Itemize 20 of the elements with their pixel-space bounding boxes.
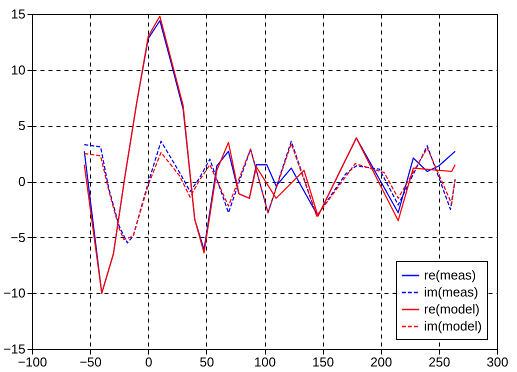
legend-label: re(meas) — [424, 268, 476, 282]
x-tick-label: 300 — [486, 354, 508, 370]
y-tick-label: −15 — [3, 342, 26, 356]
y-tick-label: 5 — [18, 118, 26, 134]
y-tick-label: −5 — [10, 230, 26, 245]
x-tick-label: 250 — [428, 354, 450, 370]
x-tick-label: −50 — [80, 354, 102, 370]
x-tick-label: 200 — [370, 354, 392, 370]
y-tick-label: 0 — [18, 174, 26, 189]
legend-label: im(meas) — [424, 284, 478, 300]
y-tick-label: 10 — [11, 62, 26, 78]
y-tick-label: −10 — [3, 286, 26, 301]
legend-label: re(model) — [424, 302, 480, 316]
x-tick-label: −100 — [18, 354, 48, 370]
x-tick-label: 50 — [200, 354, 214, 370]
y-tick-label: 15 — [11, 6, 26, 22]
x-tick-label: 150 — [312, 354, 334, 370]
x-tick-label: 100 — [254, 354, 276, 370]
x-tick-label: 0 — [145, 354, 152, 370]
legend-label: im(model) — [424, 318, 482, 334]
